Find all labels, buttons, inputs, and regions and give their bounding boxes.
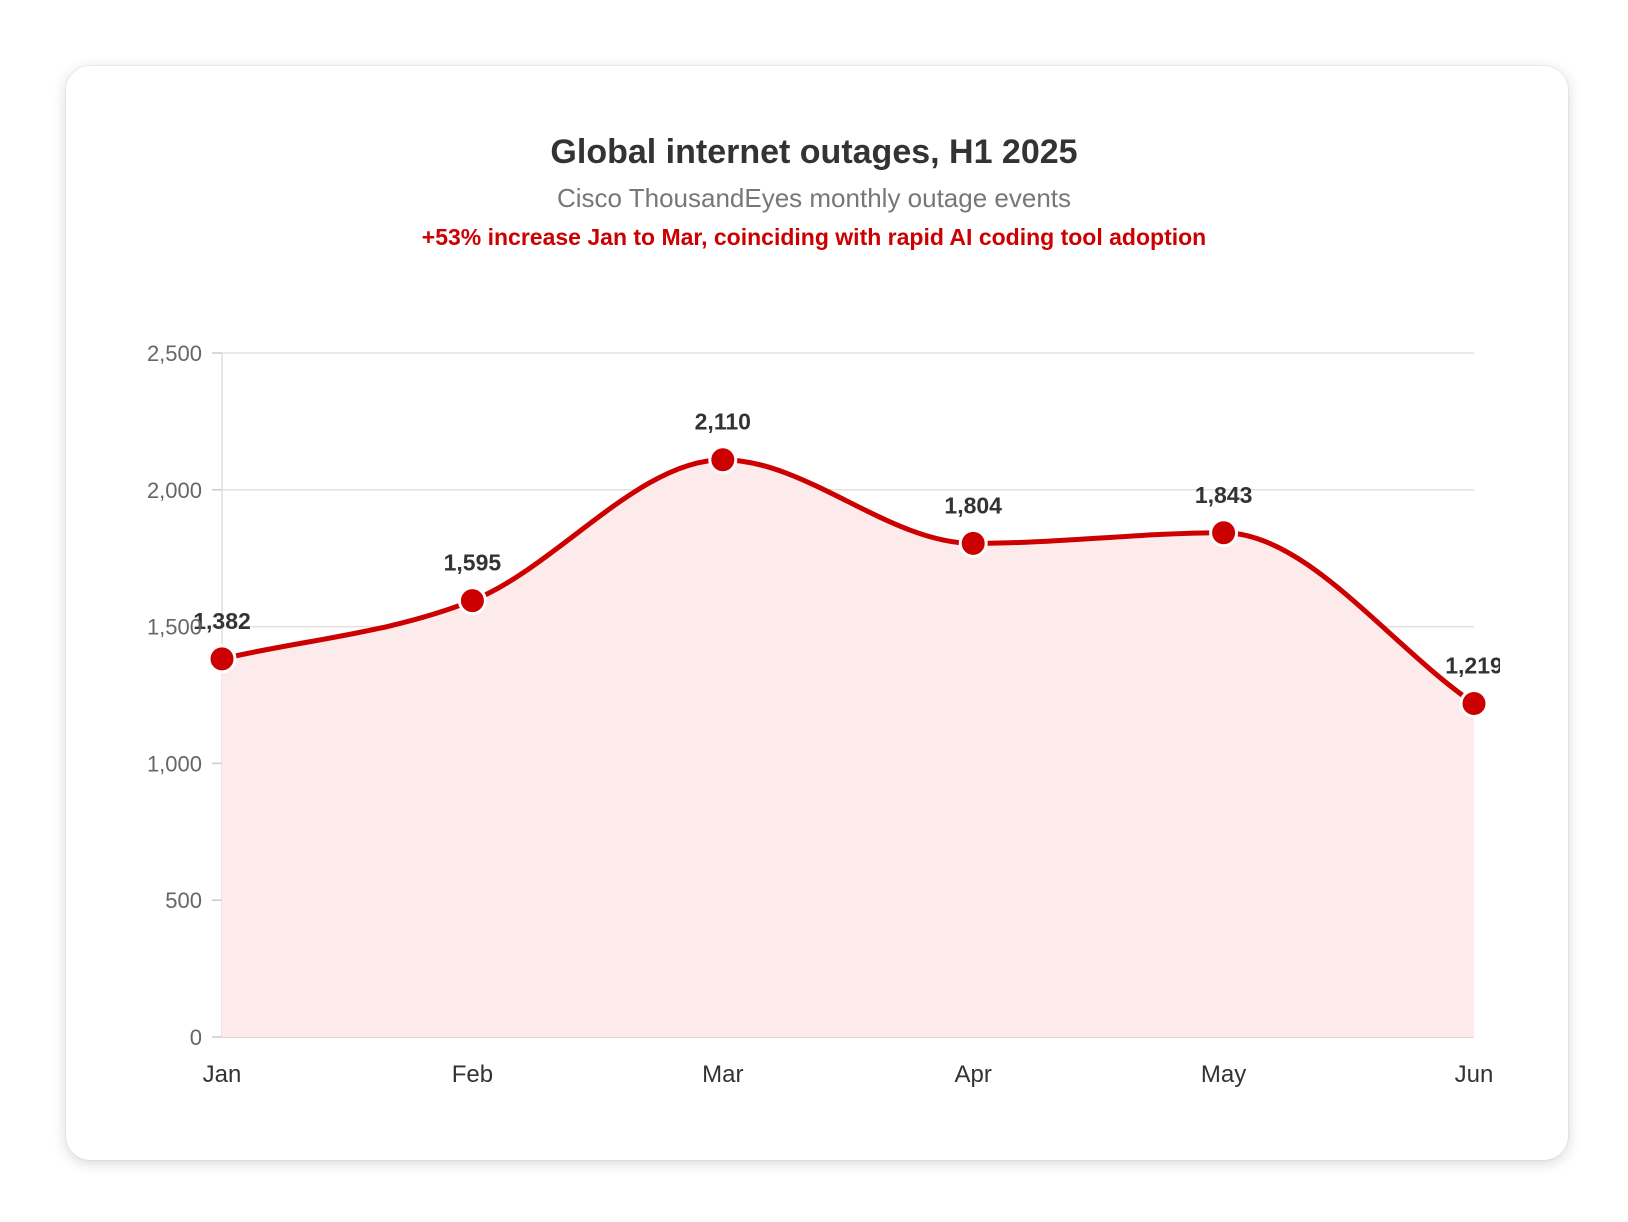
data-label-feb: 1,595 (444, 550, 502, 576)
chart-annotation: +53% increase Jan to Mar, coinciding wit… (421, 224, 1207, 250)
x-tick-label-mar: Mar (702, 1061, 743, 1088)
data-label-may: 1,843 (1195, 482, 1253, 508)
data-points (207, 445, 1489, 718)
x-tick-labels: Jan Feb Mar Apr May Jun (203, 1061, 1494, 1088)
data-point-apr (958, 528, 988, 558)
area-fill (222, 459, 1474, 1038)
data-label-apr: 1,804 (944, 492, 1002, 518)
x-tick-label-jun: Jun (1455, 1061, 1494, 1088)
area-fill-path (222, 459, 1474, 1038)
data-point-jan (207, 644, 237, 674)
y-tick-label: 2,000 (147, 478, 202, 503)
data-label-jan: 1,382 (193, 608, 251, 634)
x-tick-label-apr: Apr (955, 1061, 992, 1088)
data-point-mar (708, 445, 738, 475)
data-point-feb (457, 586, 487, 616)
x-tick-label-may: May (1201, 1061, 1246, 1088)
y-tick-label: 0 (190, 1025, 202, 1050)
data-point-may (1209, 518, 1239, 548)
y-tick-labels: 0 500 1,000 1,500 2,000 2,500 (147, 341, 202, 1050)
y-tick-label: 2,500 (147, 341, 202, 366)
series-line-path (219, 457, 1477, 706)
data-label-mar: 2,110 (695, 409, 751, 435)
y-tick-label: 1,000 (147, 751, 202, 776)
x-tick-label-jan: Jan (203, 1061, 242, 1088)
data-labels: 1,382 1,595 2,110 1,804 1,843 1,219 (193, 409, 1503, 679)
series-line (219, 457, 1477, 706)
data-label-jun: 1,219 (1445, 652, 1503, 678)
y-tick-label: 500 (165, 888, 202, 913)
chart-title: Global internet outages, H1 2025 (550, 133, 1078, 171)
x-tick-label-feb: Feb (452, 1061, 493, 1088)
chart-subtitle: Cisco ThousandEyes monthly outage events (556, 183, 1072, 213)
y-tick-label: 1,500 (147, 615, 202, 640)
data-point-jun (1459, 688, 1489, 718)
